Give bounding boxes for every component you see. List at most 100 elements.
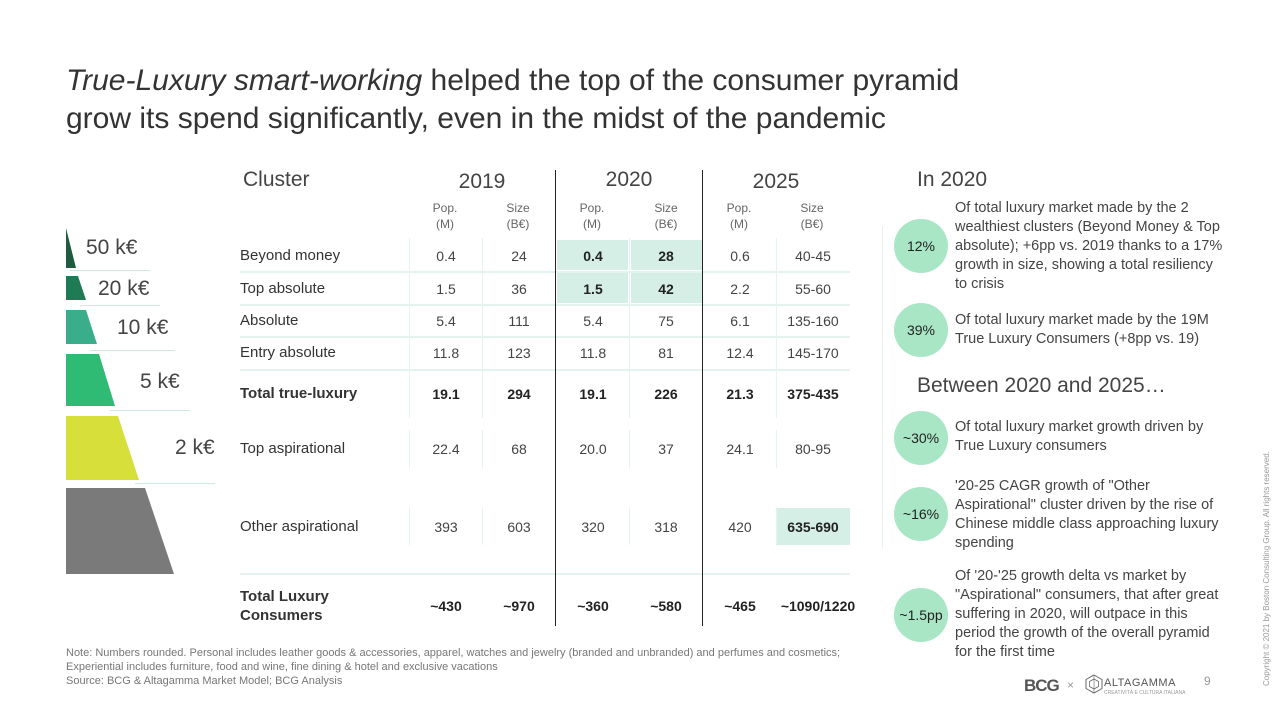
year-header-2020: 2020 xyxy=(605,168,653,191)
row-divider xyxy=(240,336,850,338)
column-divider xyxy=(629,430,630,468)
table-cell: 294 xyxy=(507,386,531,402)
panel-divider xyxy=(882,226,883,548)
table-cell: 5.4 xyxy=(436,313,456,329)
table-cell: 24.1 xyxy=(726,441,754,457)
pyramid-guide xyxy=(80,305,160,306)
year-divider xyxy=(702,170,703,626)
cluster-header: Cluster xyxy=(243,168,310,191)
table-cell: 22.4 xyxy=(432,441,460,457)
pop-subheader: Pop. (M) xyxy=(726,201,752,231)
table-cell: 40-45 xyxy=(795,248,831,264)
pyramid-tier-beyond-money xyxy=(66,228,76,268)
table-cell: 24 xyxy=(511,248,527,264)
highlight-cell xyxy=(557,273,628,303)
table-cell: 226 xyxy=(654,386,678,402)
table-cell: 37 xyxy=(658,441,674,457)
stat-badge: 39% xyxy=(894,303,948,357)
table-cell: 375-435 xyxy=(787,386,839,402)
column-divider xyxy=(409,507,410,545)
table-cell: 19.1 xyxy=(579,386,607,402)
year-divider xyxy=(555,170,556,626)
table-cell: 68 xyxy=(511,441,527,457)
table-cell: 75 xyxy=(658,313,674,329)
altagamma-tagline: CREATIVITÀ E CULTURA ITALIANA xyxy=(1104,690,1186,696)
stat-text: '20-25 CAGR growth of "Other Aspirationa… xyxy=(955,478,1219,551)
table-cell: 635-690 xyxy=(787,519,839,535)
table-cell: 145-170 xyxy=(787,345,839,361)
table-cell: 603 xyxy=(507,519,531,535)
section-title-2020-2025: Between 2020 and 2025… xyxy=(917,374,1166,397)
altagamma-logo-icon xyxy=(1085,674,1103,694)
table-cell: 0.6 xyxy=(730,248,750,264)
row-divider xyxy=(240,573,850,575)
pyramid-label: 50 k€ xyxy=(86,236,138,259)
table-cell: 81 xyxy=(658,345,674,361)
table-cell: 5.4 xyxy=(583,313,603,329)
row-divider xyxy=(240,304,850,306)
column-divider xyxy=(409,430,410,468)
table-cell: 0.4 xyxy=(583,248,603,264)
altagamma-logo-text: ALTAGAMMA xyxy=(1104,677,1176,689)
pyramid-tier-absolute xyxy=(66,310,97,344)
highlight-cell xyxy=(777,508,850,545)
table-cell: 2.2 xyxy=(730,281,750,297)
table-cell: 111 xyxy=(508,313,530,329)
table-cell: 36 xyxy=(511,281,527,297)
column-divider xyxy=(482,430,483,468)
table-cell: 42 xyxy=(658,281,674,297)
pyramid-guide xyxy=(110,410,190,411)
table-cell: ~465 xyxy=(724,598,756,614)
cluster-label: Absolute xyxy=(240,312,299,329)
column-divider xyxy=(776,430,777,468)
column-divider xyxy=(409,238,410,418)
highlight-cell xyxy=(631,273,702,303)
table-cell: 0.4 xyxy=(436,248,456,264)
column-divider xyxy=(482,507,483,545)
pyramid-label: 10 k€ xyxy=(117,316,169,339)
logo-separator: × xyxy=(1067,678,1075,692)
table-cell: 21.3 xyxy=(726,386,754,402)
table-cell: 1.5 xyxy=(583,281,603,297)
title-italic: True-Luxury smart-working xyxy=(66,64,423,97)
table-cell: 6.1 xyxy=(730,313,750,329)
stat-text: Of total luxury market made by the 19M T… xyxy=(955,312,1209,347)
consumer-pyramid xyxy=(66,228,174,574)
stat-text: Of total luxury market made by the 2 wea… xyxy=(955,200,1223,292)
row-divider xyxy=(240,369,850,371)
pyramid-label: 2 k€ xyxy=(175,436,215,459)
stat-badge: ~16% xyxy=(894,487,948,541)
column-divider xyxy=(776,507,777,545)
column-divider xyxy=(776,238,777,418)
table-cell: 28 xyxy=(658,248,674,264)
size-subheader: Size (B€) xyxy=(654,201,678,231)
cluster-label: Top absolute xyxy=(240,280,326,297)
page-title: True-Luxury smart-working helped the top… xyxy=(66,62,1046,138)
table-cell: 20.0 xyxy=(579,441,607,457)
table-cell: 320 xyxy=(581,519,605,535)
cluster-label: Beyond money xyxy=(240,247,341,264)
cluster-label: Total Luxury Consumers xyxy=(240,588,329,624)
stat-badge: ~30% xyxy=(894,411,948,465)
pyramid-tier-top-aspirational xyxy=(66,416,139,480)
table-cell: 12.4 xyxy=(726,345,754,361)
table-cell: 11.8 xyxy=(579,345,607,361)
pyramid-label: 20 k€ xyxy=(98,277,150,300)
pop-subheader: Pop. (M) xyxy=(579,201,605,231)
table-cell: ~580 xyxy=(650,598,682,614)
table-cell: ~430 xyxy=(430,598,462,614)
bcg-logo: BCG xyxy=(1024,676,1060,695)
pyramid-guide xyxy=(135,483,215,484)
table-cell: 19.1 xyxy=(432,386,460,402)
column-divider xyxy=(629,507,630,545)
table-cell: 393 xyxy=(434,519,458,535)
stat-text: Of total luxury market growth driven by … xyxy=(955,419,1204,454)
table-cell: 80-95 xyxy=(795,441,831,457)
row-divider xyxy=(240,271,850,273)
table-cell: 420 xyxy=(728,519,752,535)
table-cell: 135-160 xyxy=(787,313,839,329)
cluster-label: Other aspirational xyxy=(240,518,359,535)
table-cell: 123 xyxy=(507,345,531,361)
table-cell: 318 xyxy=(654,519,678,535)
table-cell: ~1090/1220 xyxy=(780,598,856,614)
